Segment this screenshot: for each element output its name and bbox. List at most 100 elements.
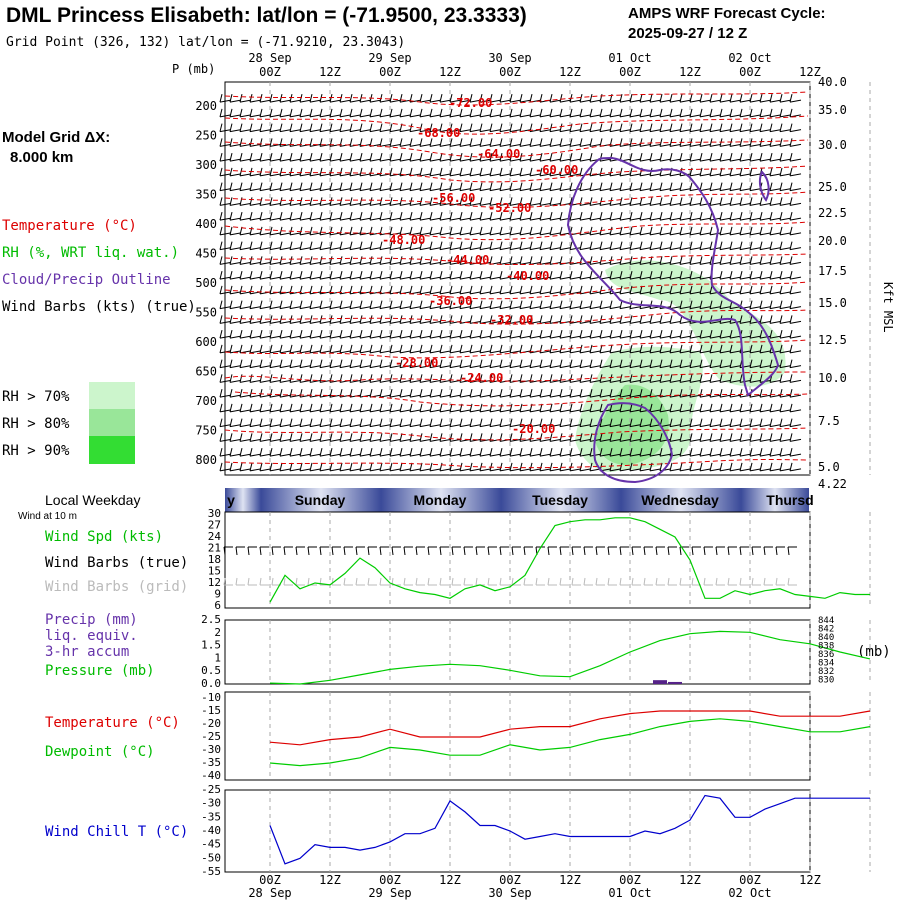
wind-barb (559, 424, 572, 428)
wind-barb-flag (309, 418, 313, 427)
wind-barb-flag (569, 108, 573, 117)
wind-barb (399, 217, 412, 221)
wind-barb (529, 247, 542, 251)
wind-barb (379, 394, 392, 398)
wind-barb-flag (699, 388, 703, 398)
wind-barb (269, 173, 282, 177)
wind-barb (519, 247, 532, 251)
wind-barb-flag (329, 211, 333, 221)
wind-barb-flag (359, 108, 363, 117)
wind-barb (739, 217, 752, 221)
wind-barb (539, 320, 552, 324)
wind-barb (679, 158, 692, 162)
wind-barb-flag (519, 359, 523, 368)
wind-barb-flag (779, 93, 783, 103)
wind-barb (449, 350, 462, 354)
surface-wind-barb-flag (379, 546, 382, 556)
wind-barb-flag (679, 211, 683, 221)
wind-barb (599, 232, 612, 236)
wind-barb-flag (479, 433, 483, 442)
pressure-axis-title: P (mb) (172, 62, 215, 76)
wind-barb-flag (399, 167, 403, 176)
kft-tick: 7.5 (818, 414, 840, 428)
wind-barb-flag (639, 93, 643, 103)
wind-barb (599, 217, 612, 221)
wind-barb (479, 99, 492, 103)
wind-barb-flag (239, 152, 243, 162)
wind-barb-flag (559, 285, 563, 294)
rh-label-80: RH > 80% (2, 416, 70, 432)
wind-barb (239, 99, 252, 103)
surface-wind-barbs (223, 546, 797, 586)
wind-barb (289, 247, 302, 251)
wind-barb (359, 365, 372, 369)
wind-barb (429, 276, 442, 280)
wind-barb (479, 143, 492, 147)
wind-barb-flag (609, 270, 613, 280)
wind-barb-flag (729, 462, 733, 471)
wind-barb (719, 424, 732, 428)
wind-barb-flag (349, 447, 353, 457)
wind-barb (249, 188, 262, 192)
wind-barb (779, 365, 792, 369)
wind-barb-flag (749, 315, 753, 324)
wind-barb-flag (739, 108, 743, 117)
wind-barb-flag (359, 300, 363, 309)
wind-barb (509, 306, 522, 310)
wind-barb-flag (269, 403, 273, 412)
wind-barb-flag (429, 447, 433, 457)
wind-barb (239, 365, 252, 369)
wind-barb (519, 158, 532, 162)
wind-barb-flag (409, 211, 413, 221)
wind-barb (229, 129, 242, 133)
surface-wind-barb-flag (427, 546, 430, 556)
wind-barb-flag (679, 388, 683, 398)
wind-chill-series (269, 794, 870, 865)
wind-barb (789, 276, 802, 280)
wind-barb-flag (739, 123, 743, 132)
wind-barb-flag (629, 138, 633, 147)
grid-wind-barb-flag (631, 577, 634, 586)
wind-barb-flag (579, 152, 583, 162)
wind-barb (479, 409, 492, 413)
wind-barb (779, 350, 792, 354)
wind-barb-flag (239, 93, 243, 103)
surface-wind-barb-flag (715, 546, 718, 556)
wind-barb-flag (449, 315, 453, 324)
wind-barb (389, 276, 402, 280)
wind-barb (729, 409, 742, 413)
wind-barb (449, 468, 462, 472)
wind-barb (369, 320, 382, 324)
wind-barb (579, 143, 592, 147)
wind-barb (779, 276, 792, 280)
wind-barb-flag (659, 211, 663, 221)
wind-barb (379, 350, 392, 354)
surface-wind-barb-flag (487, 546, 490, 556)
wind-barb (219, 320, 232, 324)
wind-barb (499, 424, 512, 428)
wind-barb (229, 276, 242, 280)
wind-barb (709, 232, 722, 236)
wind-barb-flag (439, 344, 443, 353)
wind-barb-flag (299, 300, 303, 309)
wind-barb-flag (749, 462, 753, 471)
wind-barb-flag (309, 226, 313, 235)
wind-barb (379, 409, 392, 413)
wind-barb-flag (499, 108, 503, 117)
wind-barb (359, 409, 372, 413)
wind-barb (239, 129, 252, 133)
wind-barb-flag (249, 285, 253, 294)
wind-barb (429, 114, 442, 118)
wind-barb (459, 99, 472, 103)
wind-barb-flag (279, 108, 283, 117)
wind-barb (759, 320, 772, 324)
wind-barb-flag (309, 462, 313, 471)
grid-wind-barb-flag (679, 577, 682, 586)
wind-barb-flag (749, 270, 753, 280)
wind-barb-flag (429, 315, 433, 324)
wind-barb (219, 291, 232, 295)
wind-barb-flag (659, 152, 663, 162)
wind-barb (699, 291, 712, 295)
wind-barb (749, 424, 762, 428)
wind-barb (639, 158, 652, 162)
